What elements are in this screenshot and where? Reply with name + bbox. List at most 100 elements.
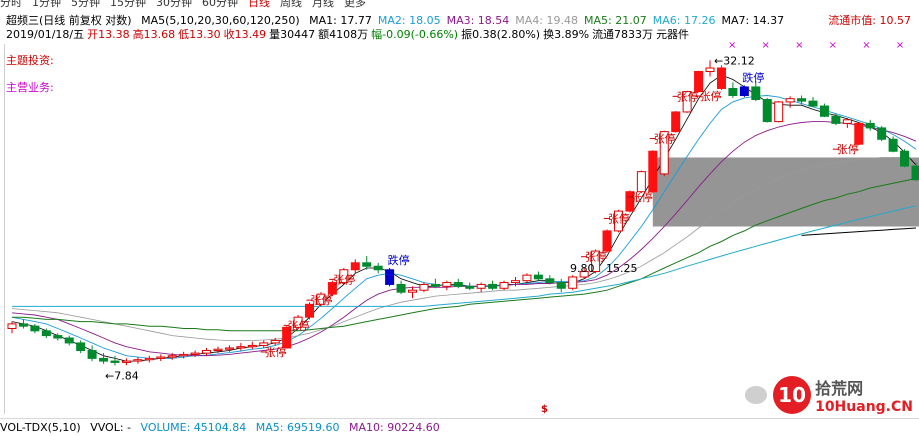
- candle: [865, 122, 875, 129]
- limit-up-label: 张停: [288, 318, 310, 332]
- event-markers[interactable]: × × × × × ×: [728, 40, 916, 51]
- candle: [7, 323, 17, 329]
- candle: [510, 280, 520, 284]
- candle: [694, 71, 704, 93]
- candle: [53, 335, 63, 339]
- tab-2[interactable]: 5分钟: [71, 0, 100, 9]
- market-cap: 流通市值: 10.57: [828, 14, 911, 27]
- tab-1[interactable]: 1分钟: [32, 0, 61, 9]
- theme-investment-link[interactable]: 主题投资:: [6, 54, 54, 67]
- ma-values: MA1: 17.77 MA2: 18.05 MA3: 18.54 MA4: 19.48…: [309, 14, 790, 27]
- ma-header: 超频三(日线 前复权 对数) MA5(5,10,20,30,60,120,250…: [6, 12, 796, 28]
- limit-down-label: 跌停: [388, 253, 410, 267]
- quote-field-11: 元器件: [656, 28, 690, 41]
- quote-field-8: 振0.38(2.80%): [461, 28, 541, 41]
- candle: [442, 282, 452, 287]
- ma-value-6: MA6: 17.26: [652, 14, 716, 27]
- candle: [190, 352, 200, 355]
- ma-line-2: [11, 95, 917, 359]
- candle: [739, 86, 749, 96]
- candle: [625, 191, 635, 212]
- candle: [110, 360, 120, 363]
- candle: [224, 347, 234, 350]
- candle: [819, 105, 829, 117]
- ma-value-1: MA1: 17.77: [309, 14, 372, 27]
- vol-ma10: MA10: 90224.60: [348, 421, 440, 434]
- candle: [911, 165, 919, 181]
- quote-field-6: 额4108万: [318, 28, 369, 41]
- candle: [156, 356, 166, 359]
- ma-line-7: [801, 227, 917, 236]
- low-price-label: ←7.84: [105, 369, 139, 382]
- candle: [499, 282, 509, 289]
- candle: [488, 283, 498, 289]
- quote-field-5: 量30447: [269, 28, 316, 41]
- candle: [751, 86, 761, 100]
- tab-7[interactable]: 周线: [280, 0, 302, 9]
- ma-line-3: [11, 121, 917, 357]
- ma-value-5: MA5: 21.07: [584, 14, 647, 27]
- tab-5[interactable]: 60分钟: [202, 0, 238, 9]
- candle: [728, 87, 738, 96]
- watermark-text: 拾荒网: [815, 379, 864, 398]
- candle: [419, 283, 429, 291]
- watermark-url: 10Huang.CN: [815, 399, 913, 415]
- candle: [545, 278, 555, 284]
- candle: [762, 98, 772, 123]
- candle: [282, 326, 292, 349]
- tab-6[interactable]: 日线: [248, 0, 270, 9]
- limit-up-label: 张停: [837, 142, 859, 156]
- candle: [671, 111, 681, 133]
- candle: [179, 353, 189, 357]
- period-tabs: 分时 1分钟 5分钟 15分钟 30分钟 60分钟 日线 周线 月线 更多: [0, 0, 366, 9]
- candle: [831, 115, 841, 124]
- candle: [900, 150, 910, 167]
- tab-3[interactable]: 15分钟: [110, 0, 146, 9]
- candle: [339, 269, 349, 284]
- candle: [556, 282, 566, 289]
- quote-field-3: 低13.30: [178, 28, 221, 41]
- candle: [453, 282, 463, 287]
- candle: [87, 350, 97, 359]
- tab-4[interactable]: 30分钟: [156, 0, 192, 9]
- candle: [213, 348, 223, 352]
- candle: [785, 98, 795, 103]
- vol-name: VOL-TDX(5,10): [0, 421, 81, 434]
- candle: [236, 346, 246, 349]
- candle: [636, 171, 646, 193]
- candle: [808, 100, 818, 107]
- candle: [305, 303, 315, 318]
- limit-up-label: 张停: [310, 293, 332, 307]
- candle: [396, 283, 406, 293]
- ma-line-5: [12, 178, 917, 332]
- price-label-a: 9.80: [570, 262, 595, 275]
- candle: [579, 271, 589, 278]
- quote-field-10: 流通7833万: [592, 28, 654, 41]
- pressure-zone: [652, 157, 919, 227]
- tab-9[interactable]: 更多: [344, 0, 366, 9]
- quote-info: 2019/01/18/五 开13.38 高13.68 低13.30 收13.49 量304…: [6, 26, 692, 42]
- candle: [327, 282, 337, 295]
- candle: [18, 323, 28, 327]
- candle: [533, 274, 543, 280]
- candle: [602, 230, 612, 252]
- candle: [522, 274, 532, 282]
- ma-value-7: MA7: 14.37: [721, 14, 785, 27]
- limit-up-label: 张停: [699, 89, 721, 103]
- volume-indicator-bar: VOL-TDX(5,10) VVOL: - VOLUME: 45104.84 M…: [0, 418, 919, 436]
- dividend-marker[interactable]: $: [541, 404, 548, 415]
- tab-0[interactable]: 分时: [0, 0, 22, 9]
- main-business-link[interactable]: 主营业务:: [6, 81, 54, 94]
- quote-field-0: 2019/01/18/五: [6, 28, 85, 41]
- tab-8[interactable]: 月线: [312, 0, 334, 9]
- volume-value: VOLUME: 45104.84: [140, 421, 247, 434]
- candle: [877, 127, 887, 140]
- candle: [202, 350, 212, 354]
- candle: [476, 283, 486, 289]
- candle: [408, 289, 418, 293]
- vol-ma5: MA5: 69519.60: [255, 421, 340, 434]
- limit-down-label: 跌停: [742, 70, 764, 84]
- candle: [30, 325, 40, 332]
- quote-field-9: 换3.89%: [543, 28, 590, 41]
